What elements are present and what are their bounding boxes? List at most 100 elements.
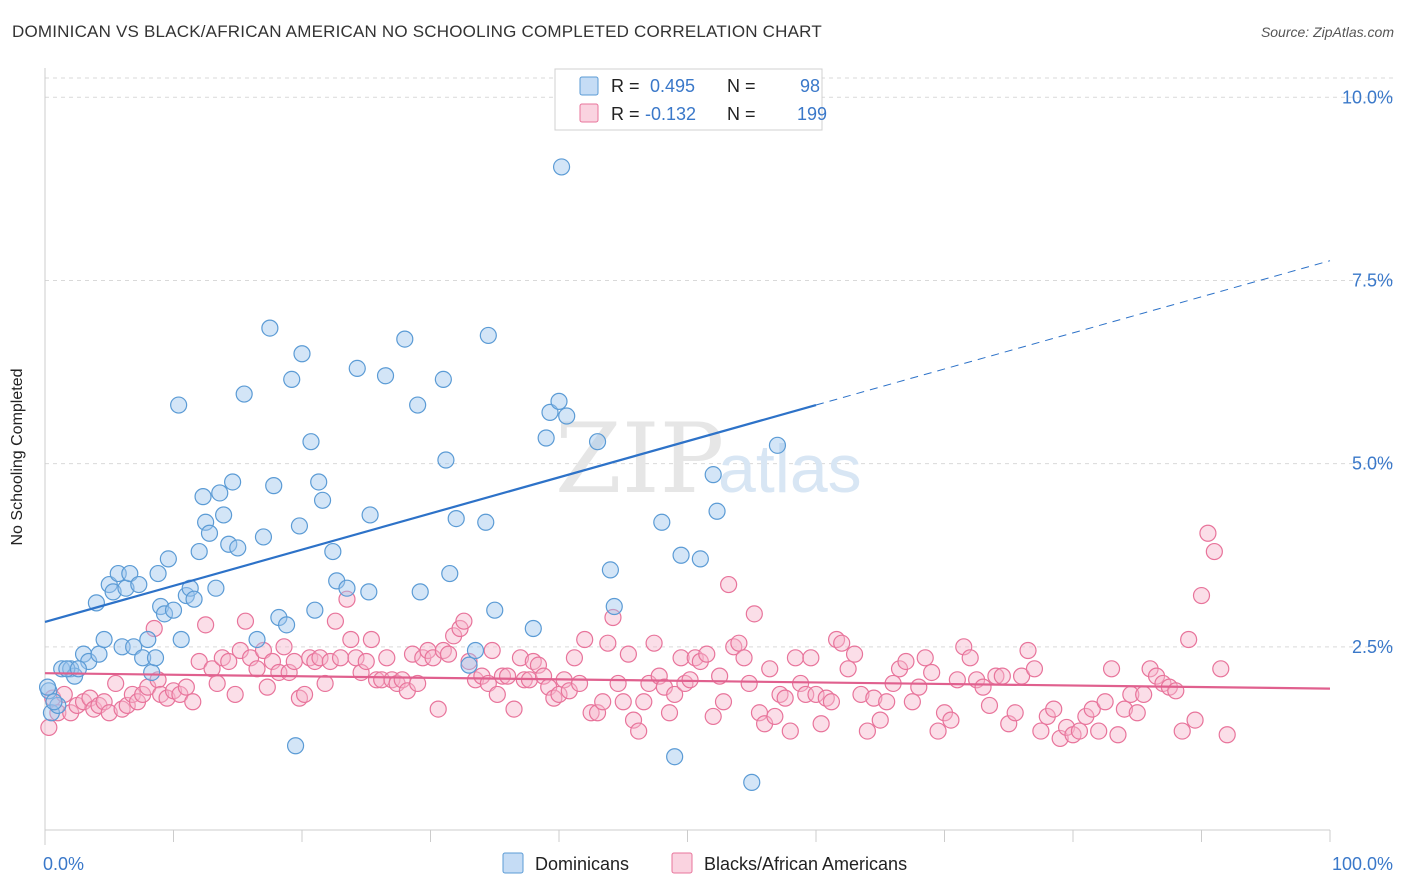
data-point-black	[845, 645, 864, 663]
data-point-black	[190, 652, 208, 671]
legend-swatch-dominicans	[502, 852, 524, 874]
data-point-black	[505, 700, 523, 718]
y-tick-label: 7.5%	[1352, 270, 1393, 290]
data-point-black	[955, 638, 973, 656]
data-point-black	[776, 689, 794, 707]
data-point-dominican	[434, 370, 452, 388]
axes	[44, 68, 1331, 845]
data-point-black	[735, 649, 753, 667]
data-point-black	[439, 645, 458, 663]
data-point-dominican	[200, 524, 219, 542]
legend-box	[554, 68, 823, 131]
data-point-black	[493, 667, 512, 685]
data-point-dominican	[290, 517, 309, 535]
data-point-dominican	[215, 506, 233, 524]
data-point-dominican	[224, 473, 242, 491]
data-point-black	[599, 634, 617, 652]
data-point-dominican	[134, 649, 152, 667]
data-point-black	[614, 693, 632, 711]
data-point-dominican	[229, 539, 247, 557]
data-point-black	[1090, 722, 1108, 740]
data-point-dominican	[605, 597, 623, 616]
data-point-black	[865, 689, 883, 707]
data-point-dominican	[361, 506, 379, 524]
data-point-dominican	[411, 583, 429, 601]
data-point-black	[802, 649, 820, 667]
data-point-dominican	[479, 326, 497, 345]
data-point-dominican	[691, 550, 709, 568]
data-point-black	[839, 660, 857, 678]
data-point-black	[331, 649, 350, 667]
data-point-black	[1006, 704, 1024, 722]
y-tick-label: 2.5%	[1352, 637, 1393, 657]
y-tick-label: 5.0%	[1352, 454, 1393, 474]
data-point-dominican	[90, 645, 108, 663]
data-point-dominican	[768, 436, 787, 454]
data-point-dominican	[324, 542, 342, 561]
data-point-black	[993, 667, 1011, 685]
data-point-black	[118, 696, 136, 715]
data-point-dominican	[286, 737, 305, 755]
data-point-black	[942, 711, 960, 729]
data-point-black	[1032, 722, 1050, 740]
data-point-black	[1070, 722, 1089, 740]
data-point-black	[362, 630, 380, 649]
data-point-black	[570, 674, 589, 693]
data-point-black	[1180, 630, 1198, 649]
data-point-black	[236, 612, 255, 630]
data-point-dominican	[265, 477, 283, 495]
data-point-black	[311, 649, 329, 667]
data-point-black	[1205, 542, 1223, 561]
data-point-black	[980, 696, 999, 715]
data-point-dominican	[348, 359, 366, 378]
data-point-dominican	[143, 663, 161, 682]
data-point-dominican	[185, 590, 203, 608]
data-point-black	[295, 685, 314, 704]
data-point-dominican	[360, 583, 378, 601]
data-point-black	[326, 612, 345, 630]
data-point-black	[100, 704, 118, 722]
y-tick-label: 10.0%	[1342, 87, 1393, 107]
legend-n-value: 98	[800, 76, 820, 96]
data-point-dominican	[601, 561, 620, 579]
data-point-black	[878, 693, 896, 711]
data-point-black	[1128, 704, 1146, 722]
trend-line-dominicans	[44, 403, 817, 623]
trend-line-blacks	[44, 672, 1331, 690]
data-point-dominican	[283, 370, 301, 388]
data-point-black	[357, 652, 375, 671]
data-point-black	[242, 649, 260, 667]
data-point-black	[1167, 682, 1185, 700]
data-point-black	[184, 693, 202, 711]
data-point-dominican	[130, 575, 148, 594]
data-point-black	[916, 649, 934, 667]
data-point-black	[714, 693, 733, 711]
legend-label-blacks: Blacks/African Americans	[704, 854, 907, 874]
data-point-black	[321, 652, 339, 671]
data-point-black	[903, 693, 921, 711]
data-point-dominican	[155, 605, 174, 623]
data-point-black	[609, 674, 627, 693]
watermark-atlas: atlas	[718, 431, 862, 507]
data-point-dominican	[159, 550, 177, 568]
data-point-dominican	[38, 678, 57, 696]
data-point-black	[666, 685, 684, 704]
data-point-dominican	[708, 502, 726, 520]
series-blacks-african-americans	[40, 524, 1236, 748]
data-point-dominican	[207, 579, 225, 597]
data-point-black	[460, 652, 478, 671]
watermark: ZIP atlas	[555, 403, 862, 515]
data-point-black	[740, 674, 758, 693]
grid-lines	[45, 77, 1395, 648]
data-point-black	[1102, 660, 1121, 678]
data-point-black	[807, 685, 825, 704]
data-point-black	[635, 693, 653, 711]
legend-swatch-blacks	[579, 103, 599, 123]
data-point-dominican	[447, 510, 465, 528]
legend-r-value: 0.495	[650, 76, 695, 96]
data-point-dominican	[460, 656, 478, 674]
data-point-black	[576, 630, 594, 649]
data-point-black	[40, 718, 58, 737]
data-point-black	[1025, 660, 1044, 678]
